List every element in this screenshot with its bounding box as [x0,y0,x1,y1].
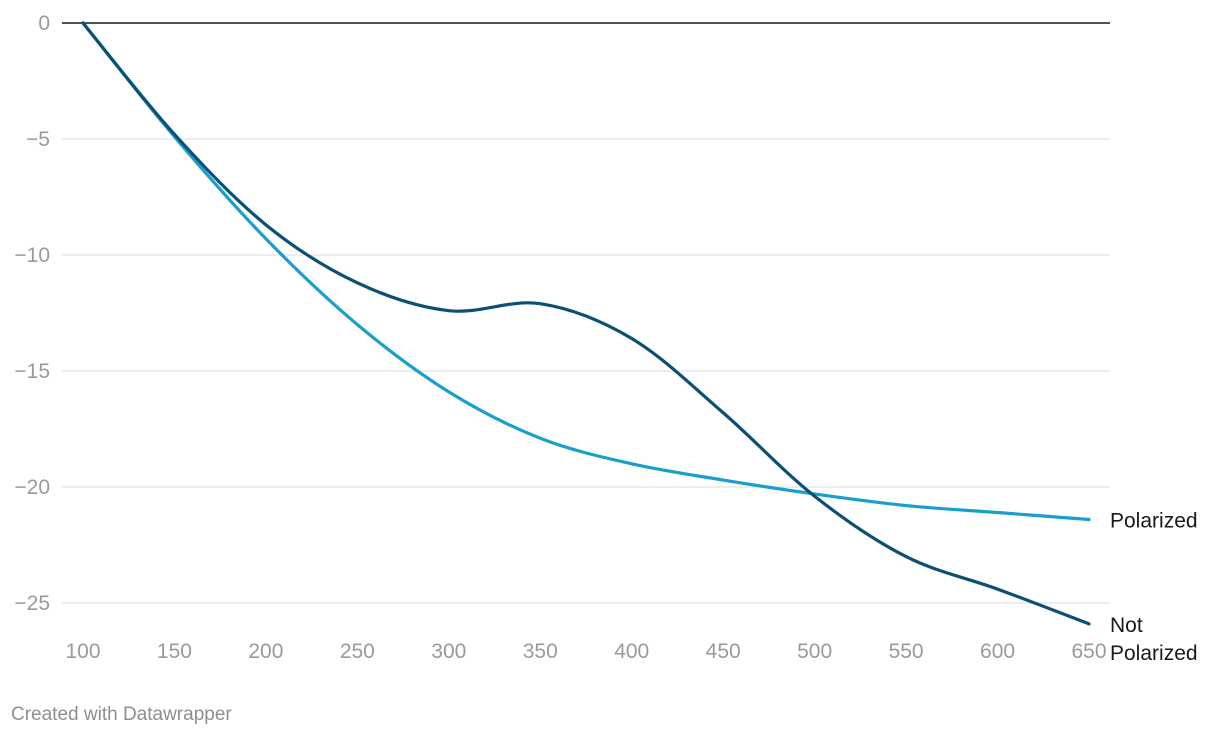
x-tick-label: 450 [706,640,741,663]
x-tick-label: 250 [340,640,375,663]
y-tick-label: −15 [14,360,50,383]
x-tick-label: 350 [523,640,558,663]
series-label: Polarized [1110,509,1198,532]
x-tick-label: 600 [980,640,1015,663]
footer-credit: Created with Datawrapper [11,704,232,725]
x-tick-label: 200 [248,640,283,663]
series-line-not-polarized [81,21,1091,626]
y-tick-label: −20 [14,476,50,499]
gridlines [62,22,1110,604]
series-label: Not [1110,614,1143,637]
y-tick-label: −25 [14,592,50,615]
x-tick-label: 150 [157,640,192,663]
x-tick-label: 550 [889,640,924,663]
series-line-polarized [81,21,1091,522]
x-tick-label: 400 [614,640,649,663]
x-tick-label: 300 [431,640,466,663]
series-labels: Polarized Not Polarized [1110,509,1198,664]
series-label: Polarized [1110,642,1198,665]
x-tick-label: 100 [65,640,100,663]
y-tick-label: 0 [38,12,50,35]
y-axis-ticks: 0 −5 −10 −15 −20 −25 [14,12,50,615]
x-tick-label: 650 [1071,640,1106,663]
line-chart: 0 −5 −10 −15 −20 −25 100 150 200 250 300 350 400 450… [14,12,1198,665]
x-axis-ticks: 100 150 200 250 300 350 400 450 500 550 600 650 [65,640,1106,663]
series-lines [81,21,1091,626]
y-tick-label: −10 [14,244,50,267]
x-tick-label: 500 [797,640,832,663]
y-tick-label: −5 [26,128,50,151]
